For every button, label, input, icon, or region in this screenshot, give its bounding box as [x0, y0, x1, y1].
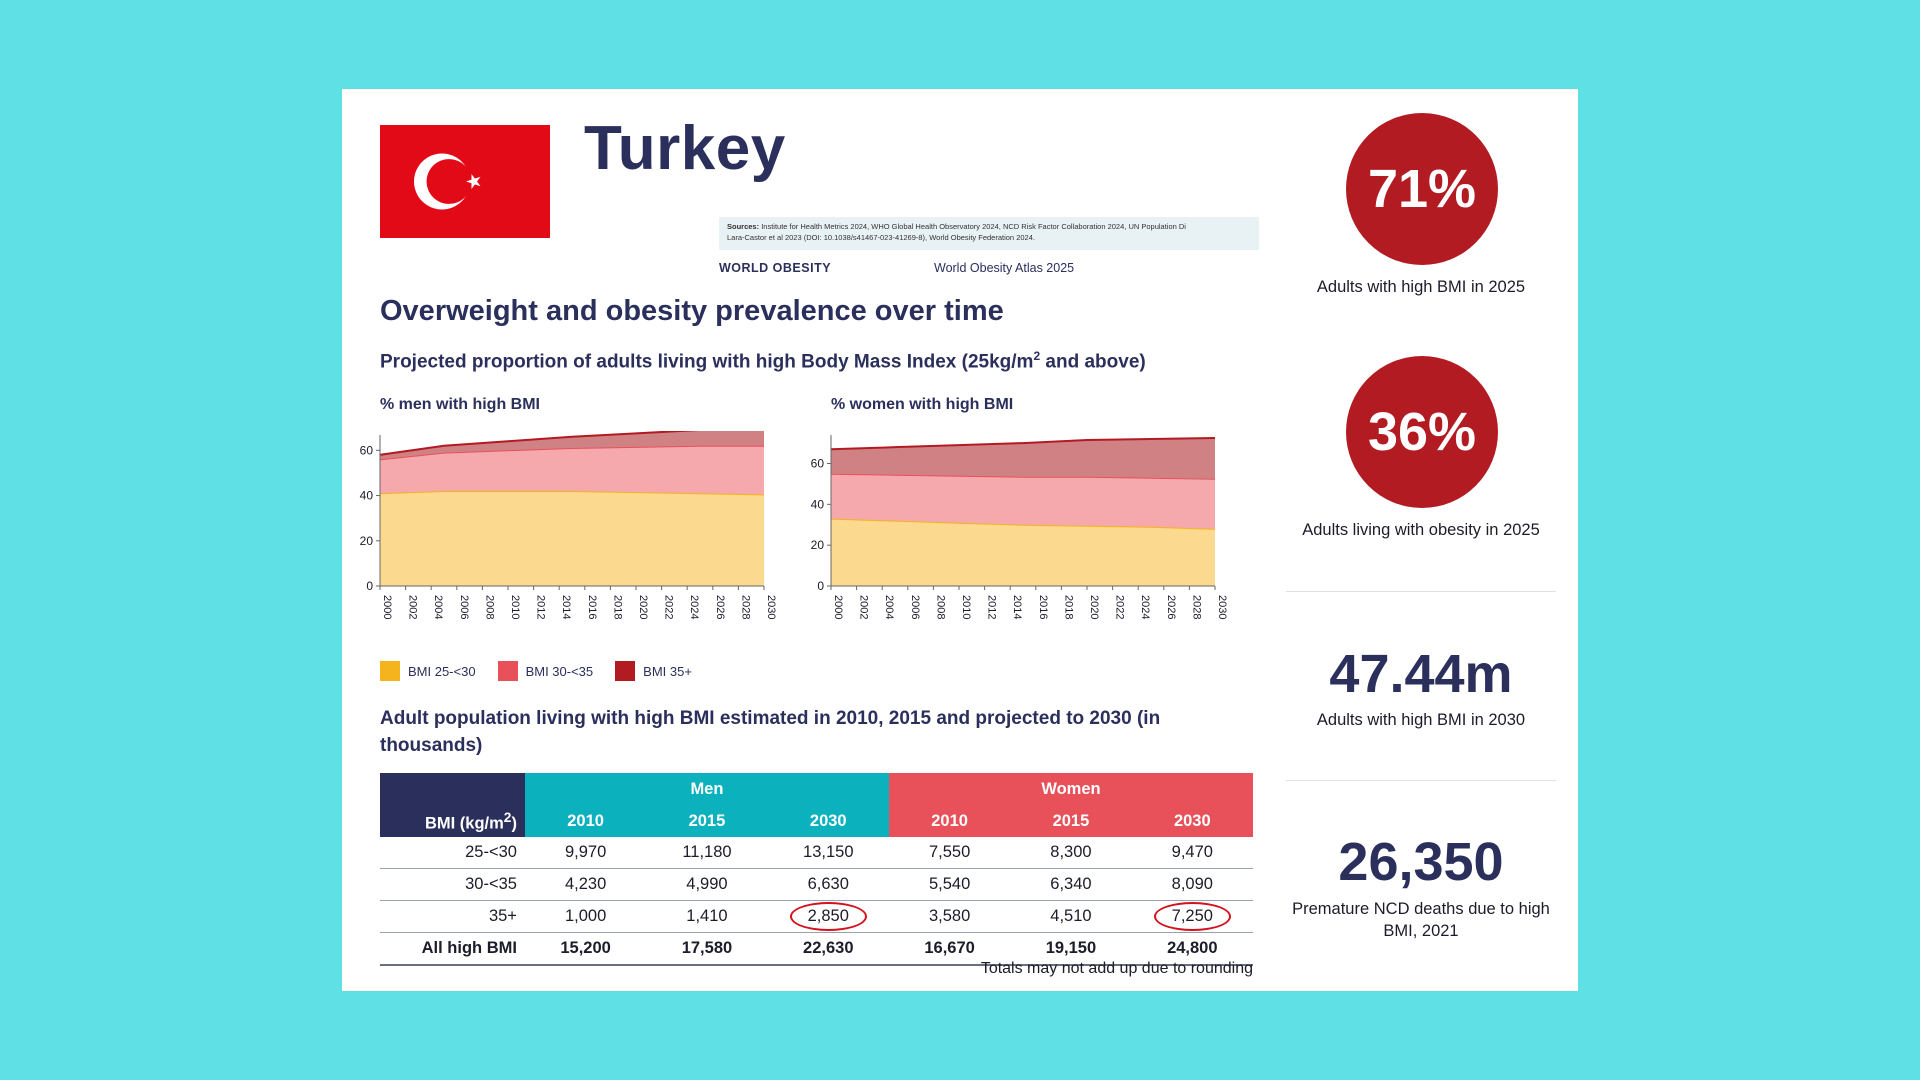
men-chart-x-tick-label: 2022	[663, 595, 675, 619]
table-corner-header: BMI (kg/m2)	[380, 773, 525, 837]
chart-legend: BMI 25-<30 BMI 30-<35 BMI 35+	[380, 661, 692, 681]
women-chart-label: % women with high BMI	[831, 396, 1014, 413]
women-chart-x-tick-label: 2010	[960, 595, 972, 619]
rounding-note: Totals may not add up due to rounding	[980, 960, 1253, 977]
world-obesity-logo: WORLD OBESITY	[719, 261, 832, 275]
legend-item-bmi-35-plus: BMI 35+	[615, 661, 692, 681]
women-chart-x-tick-label: 2020	[1088, 595, 1100, 619]
atlas-label: World Obesity Atlas 2025	[934, 261, 1075, 275]
men-chart-x-tick-label: 2002	[407, 595, 419, 619]
women-chart-y-tick-label: 40	[811, 497, 825, 511]
stat-high-bmi-2025-circle: 71%	[1346, 113, 1498, 265]
country-title: Turkey	[584, 114, 786, 183]
divider	[1286, 591, 1556, 592]
men-chart-area-bmi-30-35	[380, 445, 764, 495]
men-chart-label: % men with high BMI	[380, 396, 540, 413]
men-chart-y-tick-label: 20	[360, 534, 374, 548]
section-title: Overweight and obesity prevalence over t…	[380, 295, 1004, 327]
stat-ncd-deaths-caption: Premature NCD deaths due to high BMI, 20…	[1292, 900, 1550, 940]
table-total-row: All high BMI 15,200 17,580 22,630 16,670 19…	[380, 932, 1253, 966]
men-chart-x-tick-label: 2004	[432, 595, 444, 619]
women-chart-x-tick-label: 2016	[1037, 595, 1049, 619]
sources-line-1: Institute for Health Metrics 2024, WHO G…	[761, 222, 1186, 231]
table-row: 30-<35 4,230 4,990 6,630 5,540 6,340 8,090	[380, 868, 1253, 901]
year-header: 2030	[767, 805, 889, 837]
year-header: 2030	[1131, 805, 1253, 837]
circled-value-men-2030: 2,850	[789, 902, 867, 931]
year-header: 2010	[888, 805, 1011, 837]
women-chart-x-tick-label: 2012	[986, 595, 998, 619]
men-chart-x-tick-label: 2028	[739, 595, 751, 619]
women-chart-line-bmi-35-	[830, 436, 1216, 451]
men-chart-x-tick-label: 2018	[611, 595, 623, 619]
bmi-population-table: BMI (kg/m2) Men Women 2010 2015 2030 201…	[380, 773, 1253, 966]
country-profile-card: Turkey Sources: Institute for Health Met…	[342, 89, 1578, 991]
legend-swatch	[497, 661, 518, 681]
women-chart-x-tick-label: 2008	[934, 595, 946, 619]
women-chart-x-tick-label: 2024	[1139, 595, 1151, 619]
table-row: 35+ 1,000 1,410 2,850 3,580 4,510 7,250	[380, 900, 1253, 933]
men-chart-x-tick-label: 2006	[458, 595, 470, 619]
stat-high-bmi-2030-value: 47.44m	[1329, 644, 1513, 704]
women-chart-x-tick-label: 2004	[883, 595, 895, 619]
men-chart-line-bmi-35-	[379, 431, 700, 456]
stat-high-bmi-2030-caption: Adults with high BMI in 2030	[1316, 711, 1526, 729]
men-chart-x-tick-label: 2024	[688, 595, 700, 619]
stat-ncd-deaths-value: 26,350	[1338, 832, 1504, 892]
men-chart-x-tick-label: 2000	[381, 595, 393, 619]
flag-crescent-star-icon	[380, 125, 550, 238]
men-chart-x-tick-label: 2020	[637, 595, 649, 619]
men-chart-area-bmi-25-30	[380, 491, 764, 586]
women-chart-x-tick-label: 2014	[1011, 595, 1023, 619]
legend-item-bmi-30-35: BMI 30-<35	[497, 661, 593, 681]
men-header: Men	[524, 773, 889, 805]
divider	[1286, 780, 1556, 781]
sources-line-2: Lara-Castor et al 2023 (DOI: 10.1038/s41…	[727, 233, 1035, 242]
women-chart-y-tick-label: 20	[811, 538, 825, 552]
women-chart-x-tick-label: 2022	[1114, 595, 1126, 619]
table-title: Adult population living with high BMI es…	[380, 708, 1161, 756]
men-chart-x-tick-label: 2008	[483, 595, 495, 619]
men-chart-x-tick-label: 2026	[714, 595, 726, 619]
women-chart-x-tick-label: 2026	[1165, 595, 1177, 619]
turkey-flag	[380, 125, 550, 238]
women-chart-x-tick-label: 2002	[858, 595, 870, 619]
stat-high-bmi-2025-caption: Adults with high BMI in 2025	[1316, 278, 1526, 296]
circled-value-women-2030: 7,250	[1153, 902, 1231, 931]
women-header: Women	[888, 773, 1253, 805]
men-chart-x-tick-label: 2010	[509, 595, 521, 619]
women-area-chart: 0 20 40 60 2000 2002 2004 2006 2008 2010 2012 2014 2…	[803, 431, 1233, 646]
table-row: 25-<30 9,970 11,180 13,150 7,550 8,300 9,470	[380, 837, 1253, 869]
men-chart-x-tick-label: 2014	[560, 595, 572, 619]
stat-obesity-2025-caption: Adults living with obesity in 2025	[1302, 521, 1540, 539]
chart-subtitle: Projected proportion of adults living wi…	[380, 349, 1146, 373]
women-chart-x-tick-label: 2006	[909, 595, 921, 619]
women-chart-area-bmi-35-	[831, 437, 1215, 479]
women-chart-x-tick-label: 2018	[1062, 595, 1074, 619]
sources-label: Sources:	[727, 222, 760, 231]
legend-swatch	[615, 661, 636, 681]
women-chart-area-bmi-30-35	[831, 473, 1215, 529]
sources-box: Sources: Institute for Health Metrics 20…	[719, 217, 1259, 250]
men-area-chart: 0 20 40 60 2000 2002 2004 2006 2008 2010 2012 2014 2…	[352, 431, 782, 646]
stat-obesity-2025-circle: 36%	[1346, 356, 1498, 508]
women-chart-area-bmi-25-30	[831, 518, 1215, 586]
women-chart-y-tick-label: 0	[817, 579, 824, 593]
year-header: 2010	[524, 805, 647, 837]
men-chart-y-tick-label: 0	[366, 579, 373, 593]
men-chart-x-tick-label: 2016	[586, 595, 598, 619]
men-chart-x-tick-label: 2012	[535, 595, 547, 619]
men-chart-y-tick-label: 60	[360, 443, 374, 457]
year-header: 2015	[646, 805, 768, 837]
year-header: 2015	[1010, 805, 1132, 837]
legend-item-bmi-25-30: BMI 25-<30	[380, 661, 476, 681]
men-chart-y-tick-label: 40	[360, 489, 374, 503]
men-chart-x-tick-label: 2030	[765, 595, 777, 619]
women-chart-x-tick-label: 2028	[1190, 595, 1202, 619]
women-chart-x-tick-label: 2000	[832, 595, 844, 619]
legend-swatch	[380, 661, 400, 681]
women-chart-y-tick-label: 60	[811, 457, 825, 471]
women-chart-x-tick-label: 2030	[1216, 595, 1228, 619]
men-chart-area-bmi-35-	[380, 431, 764, 460]
